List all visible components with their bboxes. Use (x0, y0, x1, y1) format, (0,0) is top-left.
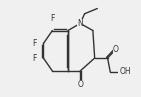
Text: N: N (77, 19, 83, 28)
Text: F: F (50, 14, 55, 23)
Text: O: O (77, 80, 83, 89)
Text: F: F (32, 54, 36, 63)
Text: OH: OH (120, 68, 132, 76)
Text: O: O (113, 45, 119, 54)
Text: F: F (32, 39, 36, 48)
